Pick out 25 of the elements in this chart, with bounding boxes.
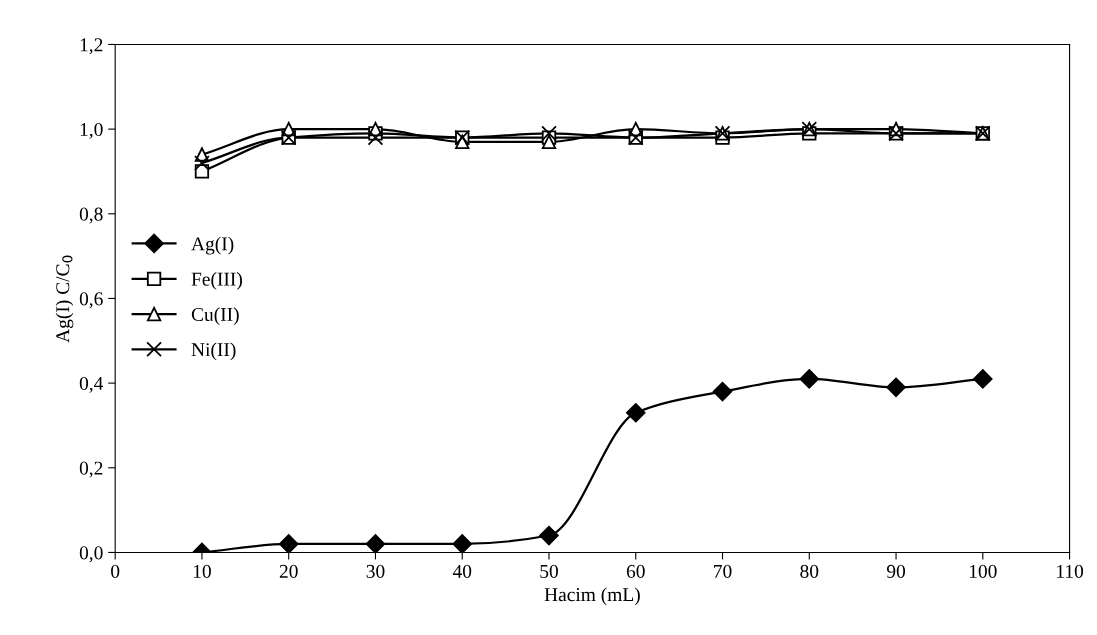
legend-label: Ag(I)	[191, 236, 234, 255]
legend-label: Fe(III)	[191, 272, 242, 290]
x-tick-label: 80	[800, 564, 819, 578]
legend-label: Ni(II)	[191, 342, 236, 361]
y-tick-label: 0,8	[79, 207, 103, 224]
y-tick-label: 1,0	[80, 122, 103, 139]
y-tick-label: 0,2	[79, 461, 103, 478]
y-tick-label: 1,2	[80, 38, 103, 55]
legend-label: Cu(II)	[191, 307, 239, 325]
x-tick-label: 90	[886, 564, 906, 578]
x-tick-label: 0	[111, 564, 120, 578]
x-axis-title: Hacim (mL)	[544, 587, 640, 606]
x-tick-label: 100	[969, 564, 997, 578]
x-tick-label: 40	[452, 564, 472, 578]
y-axis-title: Ag(I) C/C$_{0}$	[55, 255, 74, 343]
x-tick-label: 10	[193, 564, 211, 578]
y-tick-label: 0,6	[79, 292, 103, 309]
x-tick-label: 20	[279, 564, 298, 578]
y-tick-label: 0,4	[79, 376, 104, 393]
x-tick-label: 50	[540, 564, 558, 578]
x-tick-label: 70	[714, 564, 732, 578]
x-tick-label: 30	[366, 564, 385, 578]
y-tick-label: 0,0	[79, 546, 103, 563]
x-tick-label: 110	[1057, 564, 1084, 578]
x-tick-label: 60	[626, 564, 645, 578]
